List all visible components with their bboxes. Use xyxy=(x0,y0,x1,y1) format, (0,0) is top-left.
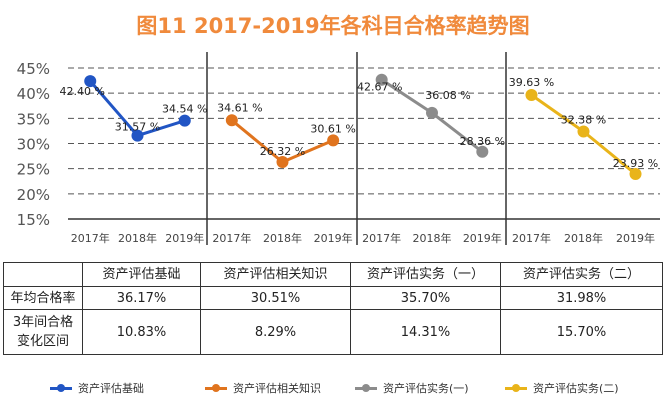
legend-marker-icon xyxy=(505,383,527,392)
data-point xyxy=(629,168,642,181)
data-point xyxy=(476,145,489,158)
legend: 资产评估基础 资产评估相关知识 资产评估实务(一) 资产评估实务(二) xyxy=(0,380,666,398)
data-label: 34.61 % xyxy=(217,101,262,114)
table-header-cell xyxy=(3,262,83,287)
table-header-cell: 资产评估基础 xyxy=(82,262,201,287)
y-tick-label: 35% xyxy=(17,110,50,128)
data-label: 26.32 % xyxy=(260,145,305,158)
chart-title: 图11 2017-2019年各科目合格率趋势图 xyxy=(136,14,530,38)
y-tick-label: 40% xyxy=(17,85,50,103)
data-label: 42.40 % xyxy=(60,85,105,98)
data-label: 39.63 % xyxy=(509,76,554,89)
legend-marker-icon xyxy=(50,383,72,392)
data-point xyxy=(84,75,97,88)
data-point xyxy=(178,114,191,127)
x-tick-label: 2019年 xyxy=(463,231,502,245)
x-tick-label: 2018年 xyxy=(263,231,302,245)
line-chart: 45% 40% 35% 30% 25% 20% 15% 42.40 % 2017年 31.57 %… xyxy=(17,52,660,245)
data-point xyxy=(426,106,438,119)
table-header-cell: 资产评估实务（一） xyxy=(350,262,501,287)
y-tick-label: 45% xyxy=(17,60,50,78)
table-cell: 15.70% xyxy=(500,309,663,355)
table-cell: 8.29% xyxy=(200,309,351,355)
y-tick-label: 20% xyxy=(17,186,50,204)
table-row: 3年间合格变化区间 10.83% 8.29% 14.31% 15.70% xyxy=(3,309,663,355)
y-tick-label: 25% xyxy=(17,161,50,179)
data-label: 28.36 % xyxy=(460,135,505,148)
x-tick-label: 2017年 xyxy=(362,231,401,245)
data-point xyxy=(525,89,538,102)
y-tick-label: 30% xyxy=(17,136,50,154)
table-cell: 30.51% xyxy=(200,286,351,310)
legend-item: 资产评估实务(一) xyxy=(355,380,469,396)
data-label: 32.38 % xyxy=(561,114,606,127)
x-tick-label: 2017年 xyxy=(71,231,110,245)
row-label: 3年间合格变化区间 xyxy=(3,309,83,355)
x-tick-label: 2019年 xyxy=(314,231,353,245)
table-cell: 31.98% xyxy=(500,286,663,310)
legend-marker-icon xyxy=(355,383,377,392)
x-tick-label: 2019年 xyxy=(616,231,655,245)
data-point xyxy=(375,73,388,86)
legend-label: 资产评估实务(二) xyxy=(533,382,619,395)
data-label: 42.67 % xyxy=(357,81,402,94)
summary-table: 资产评估基础 资产评估相关知识 资产评估实务（一） 资产评估实务（二） 年均合格… xyxy=(3,262,663,355)
table-row: 年均合格率 36.17% 30.51% 35.70% 31.98% xyxy=(3,286,663,310)
legend-item: 资产评估实务(二) xyxy=(505,380,619,396)
data-label: 31.57 % xyxy=(115,121,160,134)
table-header-cell: 资产评估相关知识 xyxy=(200,262,351,287)
data-point xyxy=(225,114,238,127)
data-label: 34.54 % xyxy=(162,103,207,116)
legend-label: 资产评估实务(一) xyxy=(383,382,469,395)
legend-label: 资产评估相关知识 xyxy=(233,382,321,395)
table-header-cell: 资产评估实务（二） xyxy=(500,262,663,287)
legend-marker-icon xyxy=(205,383,227,392)
data-point xyxy=(131,129,144,142)
table-header-row: 资产评估基础 资产评估相关知识 资产评估实务（一） 资产评估实务（二） xyxy=(3,262,663,287)
table-cell: 36.17% xyxy=(82,286,201,310)
x-tick-label: 2017年 xyxy=(212,231,251,245)
x-tick-label: 2018年 xyxy=(413,231,452,245)
table-cell: 10.83% xyxy=(82,309,201,355)
x-tick-label: 2017年 xyxy=(512,231,551,245)
row-label: 年均合格率 xyxy=(3,286,83,310)
legend-item: 资产评估基础 xyxy=(50,380,144,396)
data-label: 36.08 % xyxy=(425,89,470,102)
legend-item: 资产评估相关知识 xyxy=(205,380,321,396)
x-tick-label: 2018年 xyxy=(118,231,157,245)
y-tick-label: 15% xyxy=(17,211,50,229)
legend-label: 资产评估基础 xyxy=(78,382,144,395)
data-point xyxy=(327,134,340,147)
x-tick-label: 2019年 xyxy=(165,231,204,245)
table-cell: 14.31% xyxy=(350,309,501,355)
data-label: 23.93 % xyxy=(613,157,658,170)
data-point xyxy=(577,125,590,138)
data-point xyxy=(276,156,289,169)
x-tick-label: 2018年 xyxy=(564,231,603,245)
table-cell: 35.70% xyxy=(350,286,501,310)
data-label: 30.61 % xyxy=(310,122,355,135)
